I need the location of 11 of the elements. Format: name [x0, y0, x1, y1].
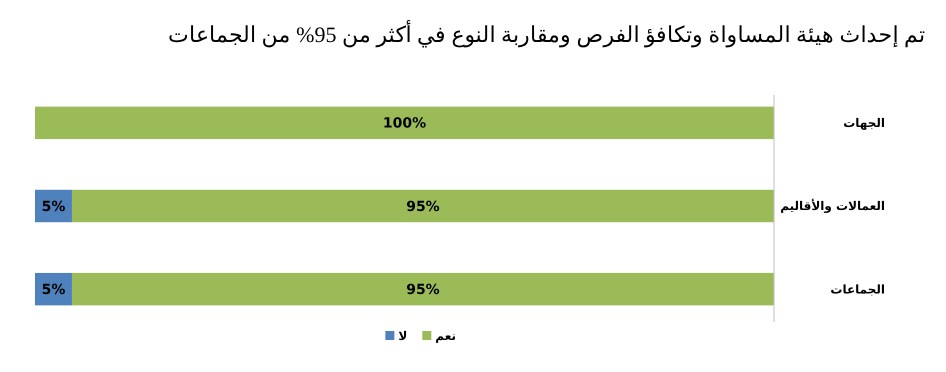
y-tick-label: العمالات والأقاليم	[780, 198, 885, 214]
data-label: 95%	[406, 198, 440, 215]
y-tick-label: الجماعات	[830, 282, 885, 296]
legend-label: لا	[398, 329, 408, 344]
data-label: 5%	[42, 282, 66, 298]
legend-label: نعم	[435, 329, 456, 344]
chart-title: تم إحداث هيئة المساواة وتكافؤ الفرص ومقاربة النوع في أكثر من 95% من الجماعات	[168, 19, 925, 48]
y-tick-label: الجهات	[843, 116, 885, 130]
data-label: 5%	[42, 198, 66, 215]
data-label: 95%	[406, 282, 440, 298]
data-label: 100%	[382, 116, 426, 132]
